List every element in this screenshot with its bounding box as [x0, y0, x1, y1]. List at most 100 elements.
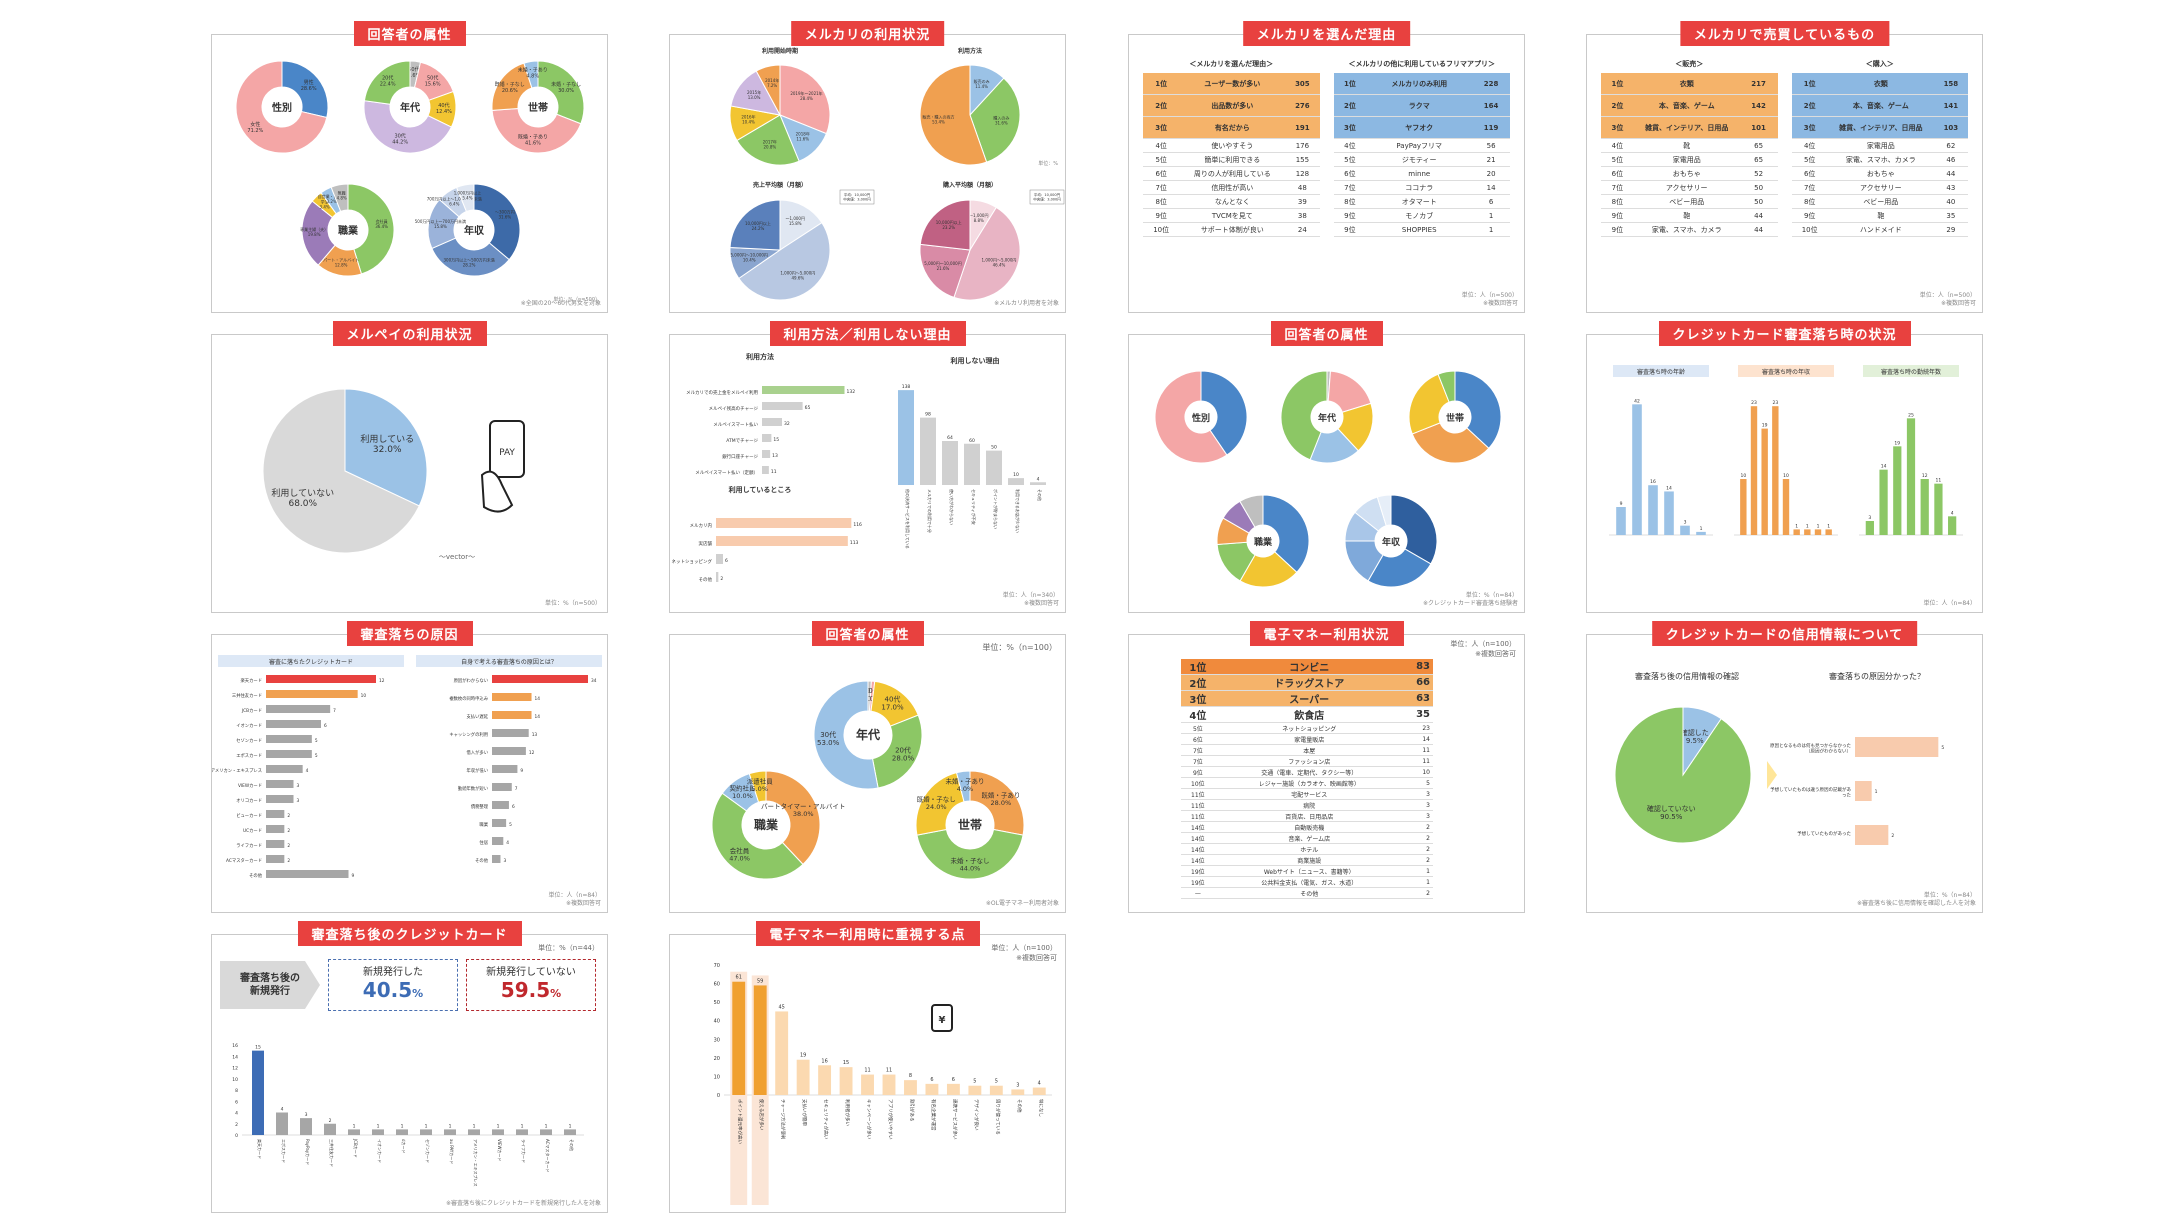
slice-label: 男性 28.6% [301, 79, 317, 92]
table-cell: PayPayフリマ [1366, 138, 1473, 153]
table-cell: 本、音楽、ゲーム [1827, 94, 1934, 117]
table-row: 5位 簡単に利用できる 155 [1143, 152, 1320, 167]
table-cell: 7位 [1791, 180, 1828, 195]
bar [300, 1118, 312, 1135]
table-cell: 5位 [1181, 722, 1215, 734]
table-cell: 1 [1472, 208, 1510, 223]
bar-value: 45 [778, 1004, 784, 1010]
donut-center-label: 年代 [1318, 412, 1336, 424]
slice-label: 50代 1.0% [863, 686, 881, 703]
bar-value: 6 [725, 558, 728, 564]
table-cell: 1位 [1143, 73, 1180, 95]
table-cell: 2 [1403, 887, 1433, 899]
table-row: 8位 ベビー用品 50 [1601, 194, 1778, 209]
sub-title: 審査落ち時の勤続年数 [1881, 368, 1941, 376]
table-cell: 2位 [1791, 94, 1828, 117]
table-cell: 35 [1933, 208, 1968, 223]
table-cell: 2位 [1601, 94, 1634, 117]
chart-p12: 審査落ち後の信用情報の確認 審査落ちの原因分かった？ 確認した 9.5% 確認していない… [1614, 671, 1944, 845]
bar-value: 65 [805, 405, 811, 411]
category-label: 利用者が多い [844, 1099, 851, 1126]
table-cell: 5位 [1601, 152, 1634, 167]
category-label: 三井住友カード [329, 1139, 335, 1167]
table-cell: ネットショッピング [1214, 722, 1404, 734]
table-cell: SHOPPIES [1366, 222, 1473, 237]
pie-slice [262, 388, 420, 554]
bar-value: 10 [361, 693, 367, 699]
table-cell: ドラッグストア [1214, 674, 1404, 691]
pie-slice [813, 680, 879, 790]
table-row: 10位 レジャー施設（カラオケ、映画館等） 5 [1181, 777, 1433, 789]
bar [1032, 1087, 1046, 1095]
table-row: 5位 ネットショッピング 23 [1181, 722, 1433, 734]
bar [762, 418, 782, 426]
table-row: 1位 ユーザー数が多い 305 [1143, 73, 1320, 95]
not-issued-box: 新規発行していない 59.5% [466, 959, 596, 1011]
pie-slice [281, 60, 329, 119]
chart-label: 売上平均額（月額） [752, 181, 807, 189]
category-label: 予想していたものは違う原因の記載があった [1770, 786, 1851, 799]
category-label: ACマスターカード [545, 1139, 551, 1172]
bar [266, 705, 331, 713]
pie-slice [1390, 494, 1438, 565]
slice-label: 女性 71.2% [247, 121, 263, 134]
table-row: 5位 家電、スマホ、カメラ 46 [1791, 152, 1968, 167]
table-cell: 40 [1933, 194, 1968, 209]
bar-value: 3 [1684, 520, 1687, 526]
emoney-rank-table: 1位 コンビニ 83 2位 ドラッグストア 66 3位 スーパー 63 4位 飲食店 35 5位 ネットシ… [1181, 659, 1433, 899]
axis-tick: 8 [235, 1088, 238, 1094]
table-cell: 5 [1403, 777, 1433, 789]
table-cell: おもちゃ [1633, 166, 1740, 181]
slice-label: 既婚・子なし 24.0% [917, 795, 956, 812]
slice-label: 500万円以上～700万円未満 15.8% [415, 218, 466, 229]
table-cell: 自動販売機 [1214, 821, 1404, 833]
table-cell: 6位 [1601, 166, 1634, 181]
table-cell: 176 [1285, 138, 1320, 153]
table-cell: 4位 [1791, 138, 1828, 153]
category-label: 支払い遅延 [467, 713, 489, 720]
bar-value: 1 [473, 1123, 476, 1129]
table-cell: 43 [1933, 180, 1968, 195]
axis-tick: 6 [235, 1099, 238, 1105]
bar [898, 390, 914, 485]
bar-value: 1 [449, 1123, 452, 1129]
bar-value: 3 [1016, 1082, 1019, 1088]
table-cell: 1位 [1333, 73, 1367, 95]
table-cell: 3 [1403, 810, 1433, 822]
bar-value: 5 [1941, 745, 1944, 751]
panel-title: 電子マネー利用時に重視する点 [755, 921, 980, 946]
table-cell: 家電、スマホ、カメラ [1633, 222, 1740, 237]
not-issued-value: 59.5% [500, 978, 562, 1002]
bar-value: 4 [281, 1107, 284, 1113]
bar [396, 1129, 408, 1135]
bar [775, 1011, 789, 1095]
bar [492, 1129, 504, 1135]
table-cell: 3位 [1333, 116, 1367, 139]
table-cell: 10位 [1143, 222, 1180, 237]
slice-label: 2016年 10.4% [741, 114, 755, 125]
pie-slice [1376, 494, 1392, 527]
panel-usage-method-reason: 利用方法／利用しない理由 利用方法 メルカリでの売上金をメルペイ利用 132 メルペイ… [669, 321, 1066, 613]
bar-value: 2 [287, 858, 290, 864]
sub-title: 審査落ち時の年収 [1762, 368, 1810, 376]
bar [276, 1112, 288, 1135]
slice-label: ～1,000円 8.8% [969, 213, 988, 223]
bar-value: 1 [569, 1123, 572, 1129]
table-row: 6位 周りの人が利用している 128 [1143, 166, 1320, 181]
slice-label: 1,000円～5,000円 46.4% [982, 258, 1017, 268]
category-label: VIEWカード [497, 1139, 502, 1161]
table-cell: 本、音楽、ゲーム [1633, 94, 1740, 117]
donut-center-label: 世帯 [958, 817, 982, 832]
sub-title: 審査落ちの原因分かった？ [1829, 671, 1925, 681]
category-label: キャンペーンが多い [866, 1099, 873, 1140]
slice-label: 50代 15.6% [425, 75, 441, 88]
table-row: 4位 使いやすそう 176 [1143, 138, 1320, 153]
table-row: 7位 ファッション店 11 [1181, 755, 1433, 767]
table-cell: 191 [1285, 116, 1320, 139]
pie-slice [537, 60, 585, 125]
category-label: セゾンカード [425, 1139, 430, 1163]
slice-label: 派遣社員 5.0% [747, 776, 774, 793]
table-cell: 2 [1403, 843, 1433, 855]
bar-value: 19 [1894, 440, 1900, 446]
table-cell: 3位 [1601, 116, 1634, 139]
